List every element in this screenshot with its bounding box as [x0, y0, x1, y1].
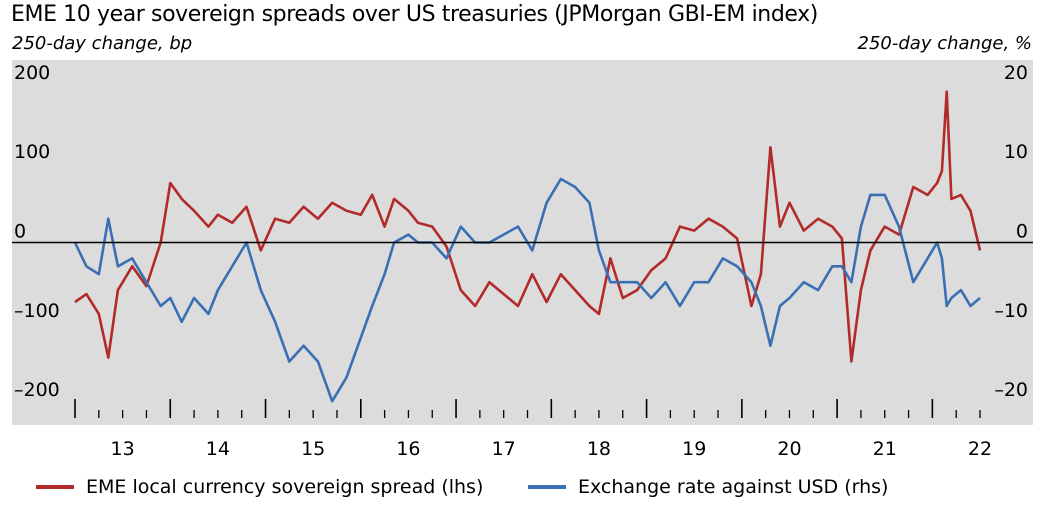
x-tick-label: 13 — [111, 438, 135, 460]
fx-series-line — [73, 177, 981, 403]
right-tick-label: 10 — [1004, 141, 1028, 163]
legend-label-fx: Exchange rate against USD (rhs) — [578, 476, 889, 498]
chart-title: EME 10 year sovereign spreads over US tr… — [11, 2, 818, 27]
right-tick-label: –10 — [994, 300, 1028, 322]
right-axis-unit: 250-day change, % — [857, 33, 1032, 54]
right-tick-label: 0 — [1016, 221, 1028, 243]
left-tick-label: –100 — [14, 300, 60, 322]
legend-item-fx: Exchange rate against USD (rhs) — [528, 476, 888, 498]
legend-item-spread: EME local currency sovereign spread (lhs… — [36, 476, 483, 498]
right-tick-label: –20 — [994, 379, 1028, 401]
x-tick-label: 17 — [492, 438, 516, 460]
right-tick-label: 20 — [1004, 62, 1028, 84]
legend-label-spread: EME local currency sovereign spread (lhs… — [86, 476, 484, 498]
spread-series-line — [74, 90, 982, 363]
left-tick-label: 200 — [14, 62, 50, 84]
x-tick-label: 21 — [873, 438, 897, 460]
left-tick-label: 0 — [14, 221, 26, 243]
x-tick-label: 18 — [587, 438, 611, 460]
x-tick-label: 19 — [682, 438, 706, 460]
x-tick-label: 20 — [777, 438, 801, 460]
left-tick-label: –200 — [14, 379, 60, 401]
x-tick-label: 16 — [396, 438, 420, 460]
legend-swatch-fx — [528, 485, 566, 489]
legend-swatch-spread — [36, 485, 74, 489]
x-tick-label: 14 — [206, 438, 230, 460]
x-tick-label: 22 — [968, 438, 992, 460]
left-axis-unit: 250-day change, bp — [12, 33, 193, 54]
x-tick-label: 15 — [301, 438, 325, 460]
left-tick-label: 100 — [14, 141, 50, 163]
